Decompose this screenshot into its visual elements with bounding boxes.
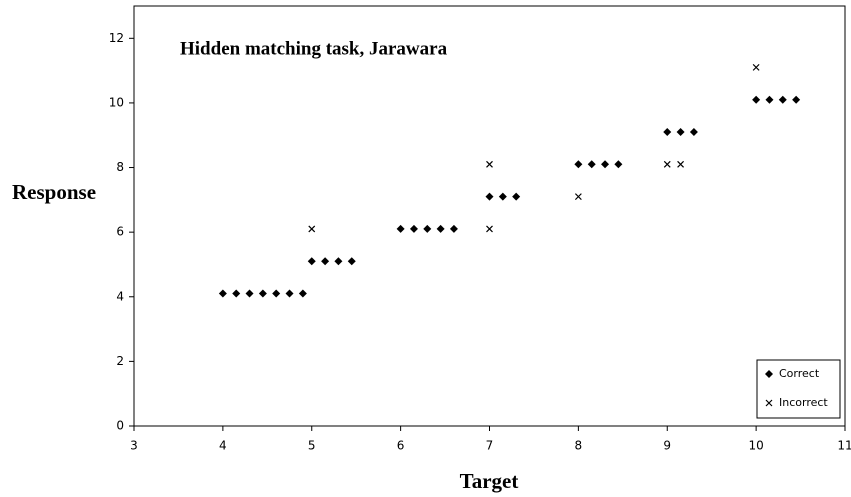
x-axis-label: Target xyxy=(460,469,519,493)
point xyxy=(676,128,685,136)
x-tick-label: 7 xyxy=(486,439,494,453)
point xyxy=(285,289,294,298)
point xyxy=(587,160,596,169)
y-tick-label: 10 xyxy=(109,95,124,109)
x-tick-label: 6 xyxy=(397,439,405,453)
legend-marker xyxy=(765,370,773,378)
point xyxy=(245,289,254,298)
y-tick-label: 12 xyxy=(109,31,124,45)
point xyxy=(423,224,432,233)
point xyxy=(298,289,307,298)
legend-label: Correct xyxy=(779,367,820,380)
x-tick-label: 5 xyxy=(308,439,316,453)
point xyxy=(614,160,623,169)
point xyxy=(778,95,787,104)
point xyxy=(765,95,774,104)
point xyxy=(218,289,227,298)
legend-box xyxy=(756,359,841,419)
point xyxy=(498,192,507,201)
point xyxy=(663,160,671,168)
point xyxy=(449,224,458,233)
point xyxy=(485,192,494,201)
y-axis-label: Response xyxy=(12,180,96,204)
point xyxy=(232,289,241,298)
y-tick-label: 0 xyxy=(116,419,124,433)
point xyxy=(486,225,493,233)
point xyxy=(321,257,330,266)
point xyxy=(486,160,493,168)
chart-title: Hidden matching task, Jarawara xyxy=(180,38,448,59)
point xyxy=(601,160,610,169)
point xyxy=(272,289,281,298)
x-tick-label: 10 xyxy=(748,439,763,453)
point xyxy=(689,128,698,136)
point xyxy=(574,193,582,201)
y-tick-label: 2 xyxy=(116,354,124,368)
y-tick-label: 6 xyxy=(116,225,124,239)
point xyxy=(752,63,760,71)
plot-frame xyxy=(133,5,846,427)
point xyxy=(436,224,445,233)
point xyxy=(792,95,801,104)
point xyxy=(334,257,343,266)
y-tick-label: 8 xyxy=(116,160,124,174)
legend-label: Incorrect xyxy=(779,396,828,409)
point xyxy=(677,160,685,168)
point xyxy=(258,289,267,298)
point xyxy=(307,257,316,266)
x-tick-label: 3 xyxy=(130,439,138,453)
point xyxy=(663,128,672,136)
x-tick-label: 9 xyxy=(663,439,671,453)
legend-marker xyxy=(765,399,773,407)
point xyxy=(512,192,521,201)
y-tick-label: 4 xyxy=(116,289,124,303)
x-tick-label: 4 xyxy=(219,439,227,453)
point xyxy=(409,224,418,233)
point xyxy=(308,225,316,233)
point xyxy=(574,160,583,169)
point xyxy=(347,257,356,266)
point xyxy=(396,224,405,233)
x-tick-label: 11 xyxy=(837,439,851,453)
point xyxy=(752,95,761,104)
x-tick-label: 8 xyxy=(575,439,583,453)
